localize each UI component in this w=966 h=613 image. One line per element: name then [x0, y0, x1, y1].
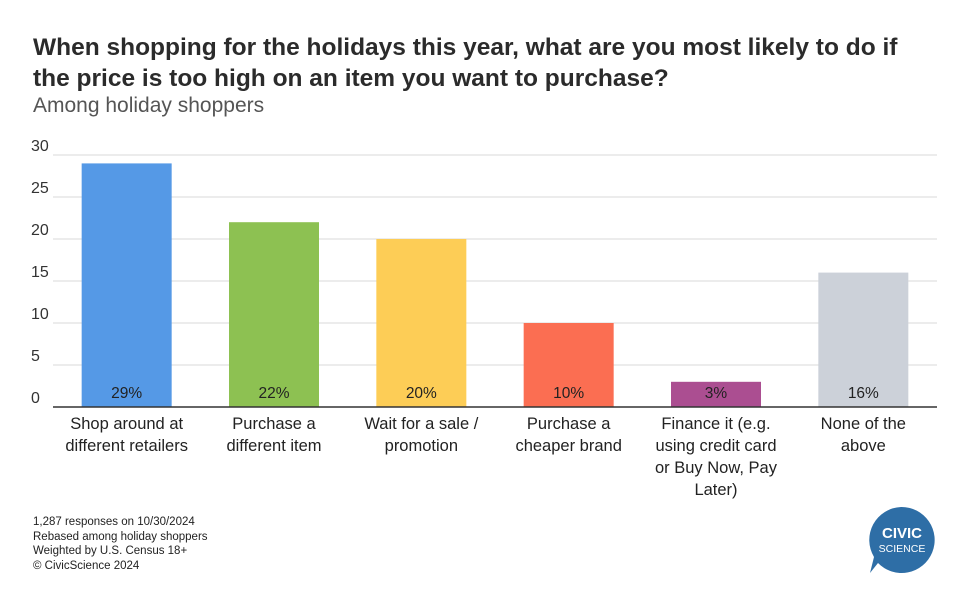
footnote-copyright: © CivicScience 2024: [33, 559, 140, 572]
x-tick-label: Purchase a cheaper brand: [515, 415, 621, 455]
y-tick-label: 5: [31, 348, 40, 365]
x-tick-label: Finance it (e.g. using credit card or Buy …: [655, 415, 778, 499]
footnote-responses: 1,287 responses on 10/30/2024: [33, 516, 195, 528]
y-tick-label: 10: [31, 306, 49, 323]
logo-word-civic: CIVIC: [882, 525, 922, 542]
y-tick-label: 0: [31, 390, 40, 407]
logo-speech-bubble: [869, 506, 935, 573]
civicscience-logo: CIVIC SCIENCE: [869, 506, 935, 573]
data-label: 29%: [111, 385, 142, 402]
x-tick-label: Shop around at different retailers: [65, 415, 188, 455]
x-tick-label: Wait for a sale / promotion: [364, 415, 478, 455]
chart-subtitle: Among holiday shoppers: [33, 94, 265, 117]
chart-title: When shopping for the holidays this year…: [33, 34, 898, 92]
footnote-weighting: Weighted by U.S. Census 18+: [33, 545, 188, 557]
data-label: 10%: [553, 385, 584, 402]
bar: [818, 272, 909, 407]
bar: [81, 163, 172, 407]
x-tick-label: None of the above: [821, 415, 906, 455]
bar: [671, 381, 761, 407]
logo-word-science: SCIENCE: [879, 543, 926, 555]
bar: [376, 239, 467, 407]
y-tick-label: 15: [31, 264, 49, 281]
y-tick-label: 25: [31, 180, 49, 197]
data-label: 20%: [406, 385, 437, 402]
footnote-rebased: Rebased among holiday shoppers: [33, 530, 208, 543]
footnotes: 1,287 responses on 10/30/2024 Rebased am…: [33, 515, 208, 573]
y-tick-label: 20: [31, 222, 49, 239]
data-label: 16%: [848, 385, 879, 402]
data-label: 22%: [258, 385, 289, 402]
x-tick-label: Purchase a different item: [226, 415, 321, 455]
bar: [523, 323, 614, 407]
y-tick-label: 30: [31, 138, 49, 155]
bar: [229, 222, 319, 407]
data-label: 3%: [705, 385, 728, 402]
